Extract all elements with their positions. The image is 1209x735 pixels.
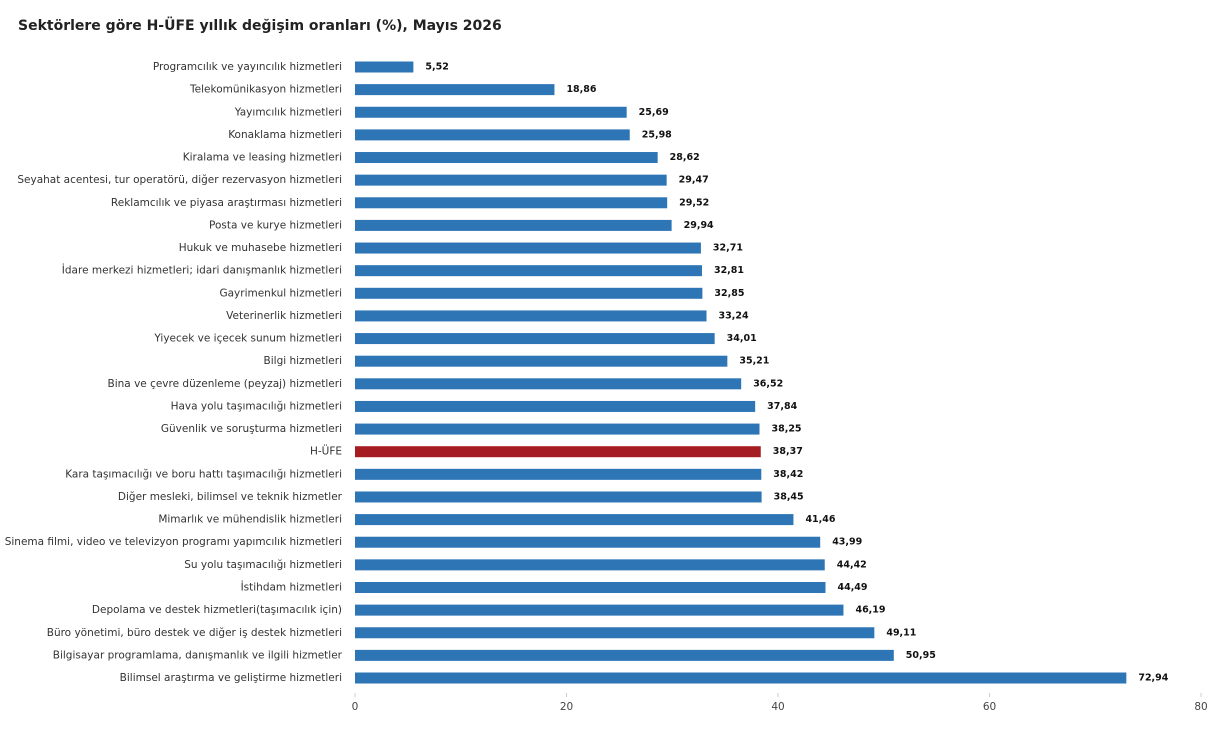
value-label: 44,49 xyxy=(837,582,867,593)
chart-title: Sektörlere göre H-ÜFE yıllık değişim ora… xyxy=(18,16,502,34)
category-label: Sinema filmi, video ve televizyon progra… xyxy=(5,536,342,548)
value-label: 38,42 xyxy=(773,469,803,480)
bar xyxy=(355,242,701,254)
bar xyxy=(355,61,414,73)
value-label: 25,98 xyxy=(642,129,672,140)
category-label: Büro yönetimi, büro destek ve diğer iş d… xyxy=(47,627,342,639)
value-label: 50,95 xyxy=(906,650,936,661)
value-label: 38,25 xyxy=(771,424,801,435)
bar xyxy=(355,604,844,616)
value-label: 29,47 xyxy=(679,175,709,186)
category-label: Programcılık ve yayıncılık hizmetleri xyxy=(153,61,342,73)
bar xyxy=(355,219,672,231)
value-label: 28,62 xyxy=(670,152,700,163)
value-label: 46,19 xyxy=(855,605,885,616)
bar xyxy=(355,672,1127,684)
category-label: Diğer mesleki, bilimsel ve teknik hizmet… xyxy=(118,491,343,503)
bar xyxy=(355,355,728,367)
category-label: Hava yolu taşımacılığı hizmetleri xyxy=(171,400,342,412)
category-label: Bilgisayar programlama, danışmanlık ve i… xyxy=(53,649,343,661)
x-tick-label: 60 xyxy=(983,701,996,713)
category-label: Bilimsel araştırma ve geliştirme hizmetl… xyxy=(120,672,342,684)
bar xyxy=(355,84,555,96)
value-label: 29,94 xyxy=(684,220,714,231)
value-label: 29,52 xyxy=(679,197,709,208)
category-label: Yiyecek ve içecek sunum hizmetleri xyxy=(153,333,342,345)
category-label: Gayrimenkul hizmetleri xyxy=(219,287,342,299)
category-label: Depolama ve destek hizmetleri(taşımacılı… xyxy=(92,604,342,616)
category-label: İdare merkezi hizmetleri; idari danışman… xyxy=(62,264,342,277)
bar xyxy=(355,446,761,458)
bar xyxy=(355,559,825,571)
bar xyxy=(355,536,821,548)
value-label: 36,52 xyxy=(753,378,783,389)
value-label: 38,45 xyxy=(774,491,804,502)
category-label: Konaklama hizmetleri xyxy=(228,129,342,141)
value-label: 32,81 xyxy=(714,265,744,276)
bar xyxy=(355,514,794,526)
category-label: Kiralama ve leasing hizmetleri xyxy=(183,152,342,164)
category-label: Güvenlik ve soruşturma hizmetleri xyxy=(161,423,342,435)
bar xyxy=(355,649,894,661)
category-label: Bina ve çevre düzenleme (peyzaj) hizmetl… xyxy=(108,378,342,390)
value-label: 34,01 xyxy=(727,333,757,344)
bar xyxy=(355,468,762,480)
category-label: Kara taşımacılığı ve boru hattı taşımacı… xyxy=(65,468,342,480)
bar xyxy=(355,197,668,209)
value-label: 32,85 xyxy=(714,288,744,299)
category-label: Telekomünikasyon hizmetleri xyxy=(189,84,342,96)
bar xyxy=(355,333,715,345)
value-label: 33,24 xyxy=(719,310,749,321)
value-label: 49,11 xyxy=(886,627,916,638)
x-tick-label: 80 xyxy=(1194,701,1207,713)
category-label: Veterinerlik hizmetleri xyxy=(226,310,342,322)
category-label: Bilgi hizmetleri xyxy=(264,355,342,367)
category-label: Mimarlık ve mühendislik hizmetleri xyxy=(158,514,342,526)
value-label: 32,71 xyxy=(713,243,743,254)
category-label: İstihdam hizmetleri xyxy=(241,580,342,593)
value-label: 5,52 xyxy=(425,62,448,73)
x-tick-label: 40 xyxy=(771,701,784,713)
value-label: 35,21 xyxy=(739,356,769,367)
bar xyxy=(355,310,707,322)
value-label: 37,84 xyxy=(767,401,797,412)
category-label: Posta ve kurye hizmetleri xyxy=(209,219,342,231)
value-label: 18,86 xyxy=(566,84,596,95)
category-label: Yayımcılık hizmetleri xyxy=(234,106,342,118)
category-label: H-ÜFE xyxy=(310,445,342,458)
bar xyxy=(355,491,762,503)
value-label: 25,69 xyxy=(639,107,669,118)
category-label: Reklamcılık ve piyasa araştırması hizmet… xyxy=(111,197,342,209)
value-label: 44,42 xyxy=(837,559,867,570)
x-tick-label: 0 xyxy=(352,701,359,713)
category-label: Seyahat acentesi, tur operatörü, diğer r… xyxy=(17,174,342,186)
value-label: 43,99 xyxy=(832,537,862,548)
bar xyxy=(355,423,760,435)
category-label: Su yolu taşımacılığı hizmetleri xyxy=(184,559,342,571)
bar xyxy=(355,400,756,412)
category-label: Hukuk ve muhasebe hizmetleri xyxy=(179,242,342,254)
value-label: 38,37 xyxy=(773,446,803,457)
x-tick-label: 20 xyxy=(560,701,573,713)
bar xyxy=(355,174,667,186)
bar xyxy=(355,581,826,593)
bar xyxy=(355,129,630,141)
value-label: 72,94 xyxy=(1138,673,1168,684)
bar xyxy=(355,106,627,118)
bar xyxy=(355,152,658,164)
bar xyxy=(355,378,742,390)
bar xyxy=(355,265,702,277)
value-label: 41,46 xyxy=(805,514,835,525)
bar xyxy=(355,627,875,639)
bar xyxy=(355,287,703,299)
